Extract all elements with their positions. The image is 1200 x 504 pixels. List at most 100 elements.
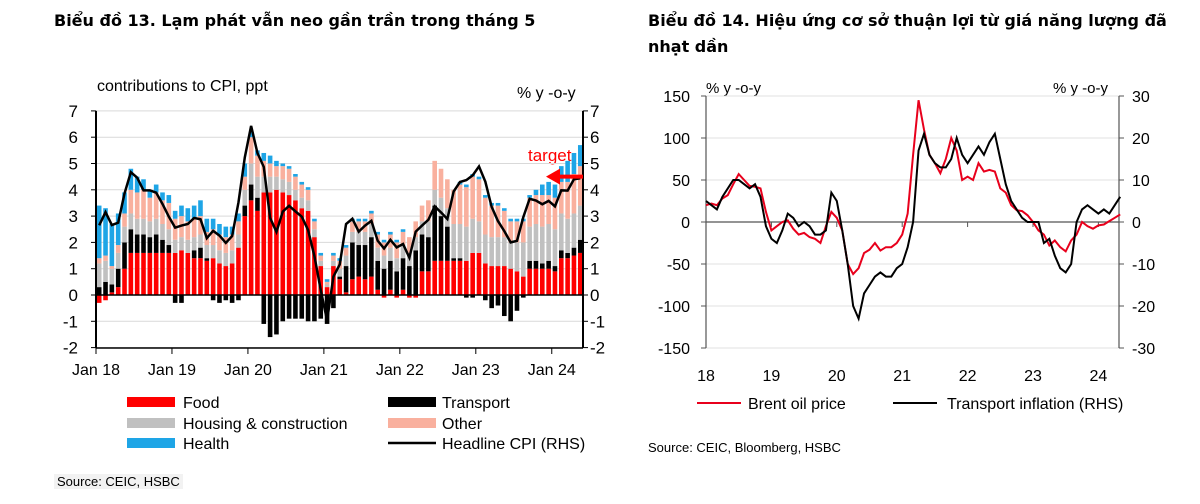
bar-transport xyxy=(318,295,324,319)
bar-other xyxy=(508,221,513,243)
bar-transport xyxy=(274,295,279,335)
bar-food xyxy=(533,268,539,295)
bar-food xyxy=(242,216,248,295)
bar-housing-construction xyxy=(413,237,418,251)
bar-food xyxy=(495,266,501,295)
bar-health xyxy=(495,202,501,206)
y-tick-left: 150 xyxy=(663,89,690,106)
bar-food xyxy=(577,252,583,295)
bar-food xyxy=(381,295,387,298)
y-tick-right: 0 xyxy=(1132,215,1141,232)
bar-other xyxy=(369,213,374,224)
bar-health xyxy=(514,218,520,222)
chart13-source: Source: CEIC, HSBC xyxy=(54,474,183,489)
bar-food xyxy=(204,260,210,295)
bar-housing-construction xyxy=(217,250,222,264)
bar-housing-construction xyxy=(305,200,311,211)
y-tick-right: -10 xyxy=(1132,257,1155,274)
bar-transport xyxy=(400,258,406,290)
bar-other xyxy=(274,166,279,177)
bar-health xyxy=(558,166,564,182)
bar-housing-construction xyxy=(248,163,254,185)
bar-health xyxy=(103,208,108,256)
bar-transport xyxy=(267,295,273,338)
bar-transport xyxy=(286,295,292,319)
y-tick-right: -20 xyxy=(1132,299,1155,316)
bar-transport xyxy=(558,250,564,259)
bar-other xyxy=(299,184,305,198)
bar-housing-construction xyxy=(204,245,210,259)
bar-housing-construction xyxy=(552,229,558,267)
bar-food xyxy=(350,279,355,295)
legend-label: Housing & construction xyxy=(183,416,348,433)
bar-housing-construction xyxy=(122,226,127,243)
bar-transport xyxy=(324,295,330,324)
bar-food xyxy=(565,258,570,295)
bar-health xyxy=(274,160,279,167)
y-tick-left: -50 xyxy=(667,257,690,274)
bar-other xyxy=(521,221,526,243)
bar-housing-construction xyxy=(242,189,248,206)
bar-other xyxy=(223,237,229,253)
bar-food xyxy=(483,263,488,295)
bar-housing-construction xyxy=(236,234,241,248)
bar-food xyxy=(362,279,368,295)
bar-food xyxy=(464,260,469,295)
bar-other xyxy=(267,163,273,177)
bar-housing-construction xyxy=(432,189,437,206)
x-tick-label: Jan 18 xyxy=(72,362,120,379)
bar-food xyxy=(527,268,532,295)
bar-other xyxy=(464,187,469,227)
bar-food xyxy=(261,192,267,295)
bar-housing-construction xyxy=(337,268,343,277)
y-tick-left: -1 xyxy=(63,312,78,331)
bar-housing-construction xyxy=(185,239,191,253)
bar-housing-construction xyxy=(514,242,520,272)
bar-transport xyxy=(457,258,463,261)
bar-other xyxy=(552,197,558,230)
bar-housing-construction xyxy=(172,239,178,253)
bar-other xyxy=(96,258,102,264)
bar-other xyxy=(540,195,545,227)
bar-other xyxy=(394,242,400,259)
bar-housing-construction xyxy=(115,252,121,269)
bar-transport xyxy=(343,266,349,293)
bar-housing-construction xyxy=(191,237,197,251)
bar-housing-construction xyxy=(375,247,381,261)
bar-food xyxy=(299,208,305,295)
bar-health xyxy=(248,131,254,138)
bar-other xyxy=(280,166,286,180)
bar-health xyxy=(546,181,551,196)
bar-housing-construction xyxy=(350,231,355,243)
bar-health xyxy=(464,184,469,188)
bar-health xyxy=(141,179,146,190)
bar-food xyxy=(122,268,127,295)
bar-other xyxy=(293,176,298,190)
bar-housing-construction xyxy=(502,237,507,267)
bar-health xyxy=(375,231,381,235)
bar-food xyxy=(540,268,545,295)
bar-transport xyxy=(489,295,494,309)
bar-health xyxy=(362,218,368,222)
bar-other xyxy=(451,189,456,224)
bar-housing-construction xyxy=(299,197,305,209)
bar-other xyxy=(483,197,488,235)
bar-food xyxy=(552,271,558,295)
bar-health xyxy=(508,218,513,222)
y-tick-right: 0 xyxy=(590,286,599,305)
bar-transport xyxy=(191,250,197,259)
x-tick-label: Jan 21 xyxy=(300,362,348,379)
bar-food xyxy=(426,271,431,295)
y-tick-right: 20 xyxy=(1132,131,1150,148)
bar-housing-construction xyxy=(457,223,463,259)
bar-health xyxy=(204,218,210,232)
bar-food xyxy=(147,252,153,295)
bar-other xyxy=(122,213,127,227)
y-tick-left: 100 xyxy=(663,131,690,148)
bar-other xyxy=(109,266,115,269)
bar-housing-construction xyxy=(470,218,475,253)
x-tick-label: 21 xyxy=(893,368,911,385)
bar-other xyxy=(527,197,532,227)
target-arrow-icon xyxy=(546,168,560,185)
bar-health xyxy=(356,218,362,222)
